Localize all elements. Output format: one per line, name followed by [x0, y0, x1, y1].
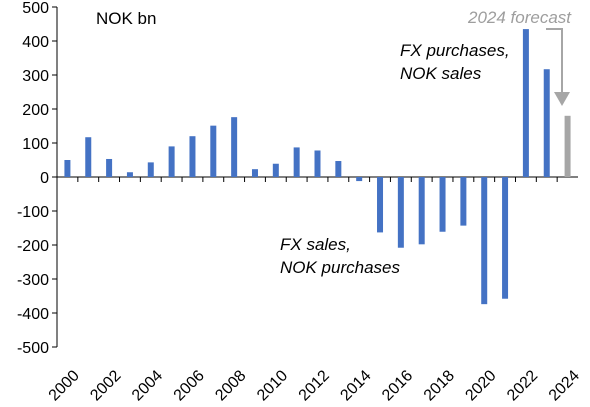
bar-2012 [314, 150, 321, 177]
bar-2002 [106, 158, 113, 177]
bar-2015 [377, 177, 384, 233]
bar-forecast-2024 [564, 115, 571, 177]
y-tick-label: 200 [22, 102, 49, 119]
x-tick-label: 2016 [379, 367, 416, 404]
x-tick-label: 2020 [462, 367, 499, 404]
unit-label: NOK bn [96, 9, 156, 28]
x-tick-label: 2012 [296, 367, 333, 404]
x-tick-label: 2008 [212, 367, 249, 404]
y-tick-label: -200 [17, 238, 49, 255]
annotation-purchases-line1: FX purchases, [400, 41, 510, 60]
bar-2006 [189, 136, 196, 177]
x-tick-label: 2000 [46, 367, 83, 404]
bar-2022 [522, 29, 529, 177]
bar-2011 [293, 147, 300, 177]
x-tick-label: 2014 [337, 367, 374, 404]
bar-2018 [439, 177, 446, 232]
bar-2009 [251, 169, 258, 177]
annotation-forecast: 2024 forecast [467, 8, 572, 27]
annotation-sales-line2: NOK purchases [280, 258, 400, 277]
x-tick-label: 2022 [504, 367, 541, 404]
bar-2008 [231, 117, 238, 177]
bar-2007 [210, 125, 217, 177]
bar-2016 [397, 177, 404, 248]
y-tick-label: -400 [17, 306, 49, 323]
y-tick-label: -300 [17, 272, 49, 289]
bar-2001 [85, 137, 92, 177]
bar-2005 [168, 146, 175, 177]
x-tick-label: 2002 [87, 367, 124, 404]
bar-2003 [126, 172, 133, 177]
y-tick-label: 100 [22, 136, 49, 153]
x-tick-label: 2024 [546, 367, 583, 404]
bar-2010 [272, 163, 279, 177]
bar-2000 [64, 160, 71, 177]
bar-2017 [418, 177, 425, 245]
bar-2013 [335, 161, 342, 177]
annotation-purchases-line2: NOK sales [400, 64, 482, 83]
bar-2023 [543, 69, 550, 177]
bars [64, 29, 571, 305]
bar-2004 [147, 162, 154, 177]
y-tick-label: -500 [17, 340, 49, 357]
y-tick-label: -100 [17, 204, 49, 221]
x-tick-label: 2006 [171, 367, 208, 404]
x-tick-label: 2018 [421, 367, 458, 404]
bar-2014 [356, 177, 363, 182]
y-axis: 500 400 300 200 100 0 -100 -200 -300 -400 -500 [17, 0, 58, 357]
y-tick-label: 400 [22, 34, 49, 51]
x-tick-label: 2010 [254, 367, 291, 404]
bar-2020 [481, 177, 488, 305]
forecast-arrow [546, 28, 570, 106]
y-tick-label: 300 [22, 68, 49, 85]
annotation-sales-line1: FX sales, [280, 235, 351, 254]
y-tick-label: 0 [40, 170, 49, 187]
bar-2019 [460, 177, 467, 226]
bar-2021 [502, 177, 509, 299]
y-tick-label: 500 [22, 0, 49, 17]
x-tick-label: 2004 [129, 367, 166, 404]
